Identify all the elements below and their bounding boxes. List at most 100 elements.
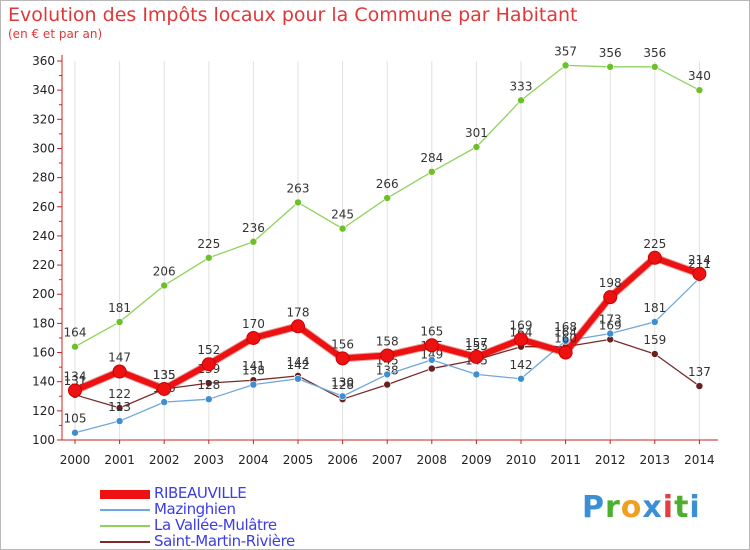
data-point-ribeauville: [514, 332, 528, 347]
chart-subtitle: (en € et par an): [8, 27, 103, 41]
data-point-saint-martin-riviere: [383, 380, 392, 389]
data-point-la-vallee-mulatre: [695, 86, 704, 94]
x-tick-label: 2004: [238, 453, 269, 467]
data-point-saint-martin-riviere: [650, 350, 659, 358]
x-tick-label: 2013: [640, 453, 671, 467]
data-point-la-vallee-mulatre: [338, 224, 347, 233]
data-label-ribeauville: 198: [599, 276, 622, 290]
x-tick-label: 2000: [60, 453, 91, 467]
data-point-la-vallee-mulatre: [606, 63, 615, 71]
y-tick-label: 120: [32, 404, 55, 418]
data-point-la-vallee-mulatre: [249, 237, 258, 246]
data-point-ribeauville: [558, 345, 573, 360]
logo-letter: o: [620, 490, 643, 525]
data-label-saint-martin-riviere: 131: [64, 374, 87, 388]
legend-swatch-la-vallee-mulatre: [100, 525, 150, 527]
data-point-la-vallee-mulatre: [561, 61, 570, 70]
data-label-ribeauville: 158: [376, 334, 399, 348]
data-point-ribeauville: [291, 319, 305, 334]
data-label-mazinghien: 130: [331, 375, 354, 389]
data-point-mazinghien: [205, 395, 213, 403]
data-point-mazinghien: [249, 380, 258, 389]
legend-swatch-mazinghien: [100, 509, 150, 511]
data-point-la-vallee-mulatre: [472, 143, 481, 151]
x-tick-label: 2008: [417, 453, 448, 467]
x-tick-label: 2002: [149, 453, 180, 467]
data-label-la-vallee-mulatre: 357: [554, 44, 577, 58]
data-label-ribeauville: 225: [643, 237, 666, 251]
data-point-mazinghien: [115, 417, 124, 425]
data-point-la-vallee-mulatre: [650, 63, 659, 71]
proxiti-logo: Proxiti: [582, 490, 701, 525]
x-tick-label: 2009: [461, 453, 492, 467]
data-point-ribeauville: [424, 338, 439, 353]
data-point-la-vallee-mulatre: [115, 318, 124, 326]
data-point-mazinghien: [606, 329, 615, 338]
data-label-saint-martin-riviere: 137: [688, 365, 711, 379]
data-label-la-vallee-mulatre: 245: [331, 208, 354, 222]
data-label-saint-martin-riviere: 128: [331, 378, 354, 392]
data-point-mazinghien: [383, 370, 392, 379]
data-point-ribeauville: [603, 290, 618, 305]
data-label-saint-martin-riviere: 144: [287, 355, 310, 369]
x-tick-label: 2011: [550, 453, 581, 467]
data-label-mazinghien: 128: [197, 378, 220, 392]
data-label-la-vallee-mulatre: 236: [242, 221, 265, 235]
data-point-ribeauville: [469, 349, 484, 364]
data-point-mazinghien: [650, 318, 659, 326]
data-point-mazinghien: [294, 374, 302, 383]
data-point-la-vallee-mulatre: [205, 253, 213, 262]
data-point-ribeauville: [335, 351, 350, 366]
data-point-la-vallee-mulatre: [427, 167, 436, 176]
data-point-ribeauville: [647, 250, 662, 265]
data-label-saint-martin-riviere: 155: [465, 339, 488, 353]
data-label-la-vallee-mulatre: 284: [420, 151, 443, 165]
logo-letter: P: [582, 490, 605, 525]
data-label-la-vallee-mulatre: 301: [465, 126, 488, 140]
data-point-ribeauville: [68, 383, 82, 398]
data-point-mazinghien: [427, 356, 436, 364]
data-label-mazinghien: 142: [287, 358, 310, 372]
y-tick-label: 160: [32, 346, 55, 360]
data-point-mazinghien: [472, 370, 481, 379]
data-label-mazinghien: 211: [688, 257, 711, 271]
legend-label-la-vallee-mulatre: La Vallée-Mulâtre: [154, 516, 277, 534]
data-label-saint-martin-riviere: 149: [420, 348, 443, 362]
data-point-ribeauville: [246, 330, 261, 345]
y-tick-label: 320: [32, 112, 55, 126]
data-label-la-vallee-mulatre: 206: [153, 264, 176, 278]
data-point-saint-martin-riviere: [205, 379, 213, 387]
y-tick-label: 200: [32, 287, 55, 301]
data-label-mazinghien: 113: [108, 400, 131, 414]
data-label-la-vallee-mulatre: 356: [599, 46, 622, 60]
x-tick-label: 2005: [283, 453, 314, 467]
logo-letter: i: [662, 490, 675, 525]
y-tick-label: 300: [32, 141, 55, 155]
data-label-mazinghien: 168: [554, 320, 577, 334]
y-tick-label: 180: [32, 316, 55, 330]
y-tick-label: 340: [32, 83, 55, 97]
data-point-mazinghien: [517, 374, 525, 383]
data-label-saint-martin-riviere: 122: [108, 387, 131, 401]
y-tick-label: 220: [32, 258, 55, 272]
data-label-ribeauville: 134: [64, 369, 87, 383]
x-tick-label: 2003: [194, 453, 225, 467]
data-label-mazinghien: 138: [242, 364, 265, 378]
data-label-saint-martin-riviere: 164: [554, 326, 577, 340]
logo-letter: x: [642, 490, 663, 525]
data-label-la-vallee-mulatre: 356: [643, 46, 666, 60]
x-tick-label: 2006: [327, 453, 358, 467]
x-tick-label: 2007: [372, 453, 403, 467]
data-point-ribeauville: [112, 364, 127, 379]
legend-swatch-saint-martin-riviere: [100, 541, 150, 543]
data-point-la-vallee-mulatre: [71, 342, 79, 351]
data-label-saint-martin-riviere: 135: [153, 368, 176, 382]
data-label-mazinghien: 181: [643, 301, 666, 315]
data-point-ribeauville: [201, 357, 216, 372]
data-label-la-vallee-mulatre: 333: [510, 79, 533, 93]
data-point-mazinghien: [71, 428, 79, 437]
data-label-ribeauville: 157: [465, 336, 488, 350]
data-label-mazinghien: 173: [599, 313, 622, 327]
logo-letter: i: [689, 490, 701, 525]
data-label-saint-martin-riviere: 169: [599, 318, 622, 332]
